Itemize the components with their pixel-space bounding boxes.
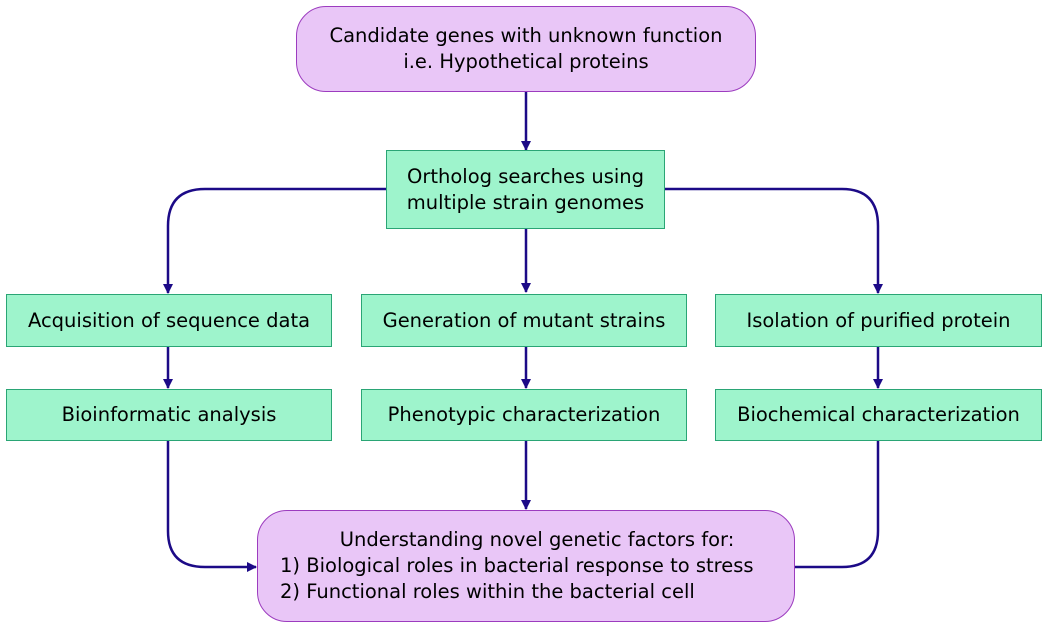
understanding-box: Understanding novel genetic factors for:… xyxy=(257,510,795,622)
generation-label: Generation of mutant strains xyxy=(382,308,666,332)
isolation-label: Isolation of purified protein xyxy=(746,308,1011,332)
arrow-biochemical-to-understanding xyxy=(784,441,880,572)
acquisition-label: Acquisition of sequence data xyxy=(27,308,311,332)
arrow-bioinformatic-to-understanding xyxy=(166,441,257,572)
candidate-genes-line2: i.e. Hypothetical proteins xyxy=(403,50,649,73)
understanding-line3: 2) Functional roles within the bacterial… xyxy=(280,580,695,603)
understanding-line1: Understanding novel genetic factors for: xyxy=(339,528,735,551)
candidate-genes-line1: Candidate genes with unknown function xyxy=(329,24,723,47)
understanding-line2: 1) Biological roles in bacterial respons… xyxy=(280,554,754,577)
arrow-ortholog-to-acquisition xyxy=(163,187,386,294)
ortholog-line1: Ortholog searches using xyxy=(406,164,645,188)
biochemical-box: Biochemical characterization xyxy=(715,389,1042,441)
arrow-ortholog-to-isolation xyxy=(665,187,883,294)
bioinformatic-label: Bioinformatic analysis xyxy=(61,403,277,426)
biochemical-label: Biochemical characterization xyxy=(737,403,1020,426)
isolation-box: Isolation of purified protein xyxy=(715,294,1042,347)
phenotypic-label: Phenotypic characterization xyxy=(387,403,661,426)
acquisition-box: Acquisition of sequence data xyxy=(6,294,332,347)
candidate-genes-box: Candidate genes with unknown function i.… xyxy=(296,6,756,92)
phenotypic-box: Phenotypic characterization xyxy=(361,389,687,441)
ortholog-search-box: Ortholog searches using multiple strain … xyxy=(386,150,665,229)
bioinformatic-box: Bioinformatic analysis xyxy=(6,389,332,441)
generation-box: Generation of mutant strains xyxy=(361,294,687,347)
ortholog-line2: multiple strain genomes xyxy=(406,190,645,214)
